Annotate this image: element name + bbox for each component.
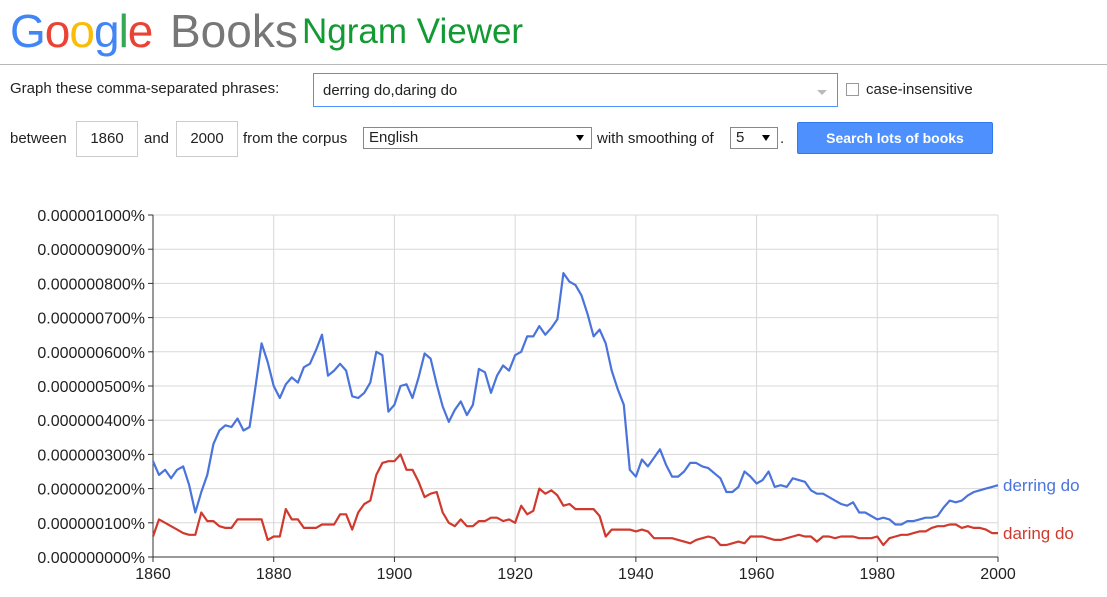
between-label: between (10, 130, 67, 147)
y-tick-label-1: 0.000000100% (37, 516, 145, 533)
x-tick-label-1920: 1920 (497, 566, 533, 583)
series-line-derring-do[interactable] (151, 272, 999, 526)
and-label: and (144, 130, 170, 147)
google-logo[interactable]: Google (10, 4, 154, 58)
x-tick-label-1980: 1980 (859, 566, 895, 583)
corpus-select[interactable]: English (363, 127, 592, 149)
page-title: Ngram Viewer (302, 12, 524, 51)
end-year-input[interactable]: 2000 (176, 121, 238, 157)
smoothing-period: . (780, 130, 785, 147)
logo-letter-1: o (44, 5, 71, 57)
y-tick-label-0: 0.000000000% (37, 550, 145, 567)
phrases-label: Graph these comma-separated phrases: (10, 80, 280, 97)
logo-letter-5: e (127, 5, 154, 57)
dropdown-arrow-icon[interactable] (817, 90, 827, 95)
chart-series-labels: derring do daring do (1003, 476, 1080, 543)
series-label-daring-do: daring do (1003, 524, 1074, 543)
y-tick-label-8: 0.000000800% (37, 276, 145, 293)
header: Google Books Ngram Viewer (10, 0, 1100, 64)
x-tick-label-1880: 1880 (256, 566, 292, 583)
series-label-derring-do: derring do (1003, 476, 1080, 495)
x-tick-label-2000: 2000 (980, 566, 1016, 583)
logo-letter-2: o (69, 5, 95, 57)
header-divider (0, 64, 1107, 65)
x-tick-label-1900: 1900 (377, 566, 413, 583)
x-axis-tick-labels: 1860 1880 1900 1920 1940 1960 1980 2000 (135, 566, 1016, 583)
series-line-daring-do[interactable] (151, 453, 998, 547)
logo-letter-0: G (10, 5, 46, 57)
phrases-input-value: derring do,daring do (323, 82, 458, 99)
x-tick-label-1960: 1960 (739, 566, 775, 583)
y-tick-label-7: 0.000000700% (37, 311, 145, 328)
smoothing-label: with smoothing of (597, 130, 714, 147)
y-axis-tick-labels: 0.000000000% 0.000000100% 0.000000200% 0.00… (37, 208, 145, 567)
y-tick-label-6: 0.000000600% (37, 345, 145, 362)
start-year-input[interactable]: 1860 (76, 121, 138, 157)
books-logo-text: Books (170, 5, 298, 57)
y-tick-label-10: 0.000001000% (37, 208, 145, 225)
x-tick-label-1940: 1940 (618, 566, 654, 583)
y-tick-label-2: 0.000000200% (37, 482, 145, 499)
logo-letter-3: g (93, 5, 120, 57)
phrases-input[interactable]: derring do,daring do (313, 73, 838, 107)
logo-letter-4: l (118, 5, 129, 57)
case-insensitive-checkbox[interactable] (846, 83, 859, 96)
corpus-select-value: English (369, 129, 419, 146)
corpus-dropdown-arrow-icon (576, 135, 584, 141)
smoothing-select-value: 5 (736, 129, 745, 146)
smoothing-dropdown-arrow-icon (762, 135, 770, 141)
chart-grid (153, 214, 999, 557)
y-tick-label-3: 0.000000300% (37, 447, 145, 464)
smoothing-select[interactable]: 5 (730, 127, 778, 149)
chart-series[interactable] (151, 272, 999, 547)
search-button[interactable]: Search lots of books (797, 122, 993, 154)
y-tick-label-5: 0.000000500% (37, 379, 145, 396)
x-tick-label-1860: 1860 (135, 566, 171, 583)
from-corpus-label: from the corpus (243, 130, 348, 147)
chart-axes (148, 214, 999, 562)
case-insensitive-label: case-insensitive (866, 81, 973, 98)
y-tick-label-9: 0.000000900% (37, 242, 145, 259)
y-tick-label-4: 0.000000400% (37, 413, 145, 430)
